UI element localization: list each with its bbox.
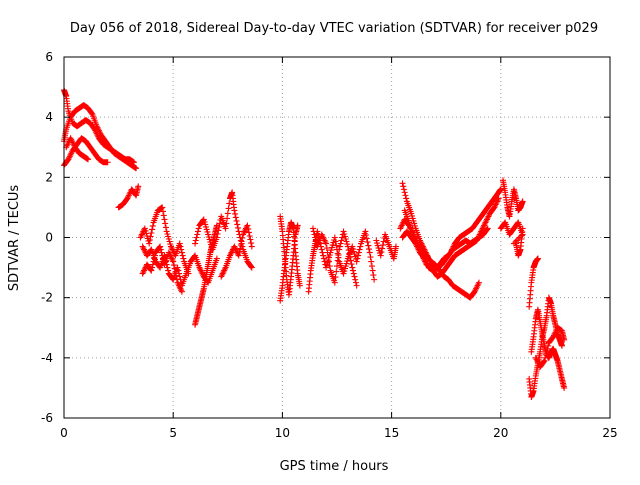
x-tick-label: 5 <box>169 426 177 440</box>
data-point-markers <box>61 87 568 400</box>
y-tick-label: 2 <box>45 170 53 184</box>
series-sdtvar <box>61 87 568 400</box>
x-tick-label: 20 <box>493 426 508 440</box>
y-axis-label: SDTVAR / TECUs <box>7 185 22 292</box>
y-tick-label: -4 <box>41 351 53 365</box>
x-axis-label: GPS time / hours <box>280 459 389 474</box>
x-tick-label: 15 <box>384 426 399 440</box>
chart-title: Day 056 of 2018, Sidereal Day-to-day VTE… <box>70 21 598 36</box>
y-tick-label: -6 <box>41 411 53 425</box>
plot-area <box>61 87 568 400</box>
x-tick-label: 25 <box>602 426 617 440</box>
y-tick-label: 4 <box>45 110 53 124</box>
x-tick-label: 0 <box>60 426 68 440</box>
y-tick-label: -2 <box>41 291 53 305</box>
x-tick-label: 10 <box>275 426 290 440</box>
y-tick-label: 6 <box>45 50 53 64</box>
y-tick-label: 0 <box>45 231 53 245</box>
axis-ticks: 0 5 10 15 20 25 -6 -4 -2 0 2 4 6 <box>41 50 618 440</box>
